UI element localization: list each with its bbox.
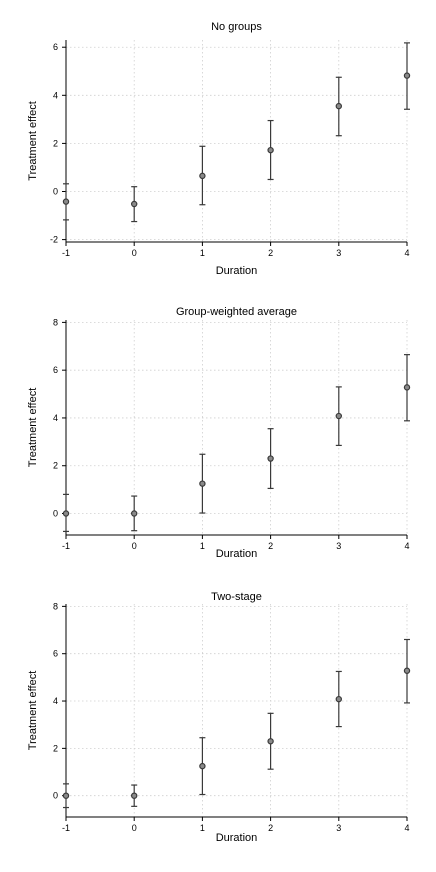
y-tick-label: 8 xyxy=(53,317,58,327)
y-tick-label: 0 xyxy=(53,791,58,801)
y-tick-label: 6 xyxy=(53,42,58,52)
y-tick-label: 6 xyxy=(53,649,58,659)
x-tick-label: 3 xyxy=(336,823,341,833)
x-tick-label: 1 xyxy=(200,823,205,833)
y-tick-label: 4 xyxy=(53,413,58,423)
x-tick-label: 3 xyxy=(336,248,341,258)
x-tick-label: 4 xyxy=(404,541,409,551)
y-tick-label: 6 xyxy=(53,365,58,375)
x-tick-label: -1 xyxy=(62,823,70,833)
y-tick-label: 2 xyxy=(53,461,58,471)
data-point xyxy=(62,198,70,205)
data-point xyxy=(199,480,206,487)
x-tick-label: 2 xyxy=(268,541,273,551)
x-axis-label: Duration xyxy=(216,832,258,844)
x-tick-label: 4 xyxy=(404,248,409,258)
y-tick-label: 8 xyxy=(53,601,58,611)
data-point xyxy=(130,510,138,517)
x-tick-label: -1 xyxy=(62,541,70,551)
y-axis-label: Treatment effect xyxy=(27,101,39,180)
x-tick-label: 2 xyxy=(268,248,273,258)
data-point xyxy=(199,172,206,180)
chart-title: Group-weighted average xyxy=(176,306,297,318)
x-tick-label: 1 xyxy=(200,541,205,551)
y-tick-label: 4 xyxy=(53,696,58,706)
y-tick-label: -2 xyxy=(50,235,58,245)
data-point xyxy=(335,412,342,420)
x-tick-label: 2 xyxy=(268,823,273,833)
x-tick-label: 1 xyxy=(200,248,205,258)
chart-title: No groups xyxy=(211,21,262,33)
chart-panel-3: 0 2 4 6 8 -1 0 1 2 3 4 Two-stage Duration Treatment e… xyxy=(27,591,411,844)
y-axis-label: Treatment effect xyxy=(27,388,39,467)
data-point xyxy=(335,695,342,703)
y-tick-label: 2 xyxy=(53,138,58,148)
x-tick-label: -1 xyxy=(62,248,70,258)
data-point xyxy=(130,792,138,799)
data-point xyxy=(62,792,70,799)
data-point xyxy=(403,667,411,674)
chart-panel-2: 0 2 4 6 8 -1 0 1 2 3 4 Group-weighted average Durati… xyxy=(27,306,411,560)
chart-title: Two-stage xyxy=(211,591,262,603)
y-tick-label: 2 xyxy=(53,743,58,753)
data-point xyxy=(62,510,70,517)
data-point xyxy=(130,200,138,208)
x-tick-label: 4 xyxy=(404,823,409,833)
x-axis-label: Duration xyxy=(216,548,258,560)
x-tick-label: 0 xyxy=(132,541,137,551)
data-point xyxy=(403,384,411,391)
y-tick-label: 0 xyxy=(53,187,58,197)
data-point xyxy=(267,738,274,745)
y-axis-label: Treatment effect xyxy=(27,671,39,750)
data-point xyxy=(267,455,274,462)
data-point xyxy=(335,102,342,110)
data-point xyxy=(267,146,274,154)
x-tick-label: 3 xyxy=(336,541,341,551)
x-tick-label: 0 xyxy=(132,248,137,258)
y-tick-label: 0 xyxy=(53,509,58,519)
x-tick-label: 0 xyxy=(132,823,137,833)
data-point xyxy=(403,72,411,79)
y-tick-label: 4 xyxy=(53,90,58,100)
x-axis-label: Duration xyxy=(216,265,258,277)
chart-panel-1: -2 0 2 4 6 -1 0 1 2 3 4 No groups Duration Treatment … xyxy=(27,21,411,277)
data-point xyxy=(199,762,206,770)
